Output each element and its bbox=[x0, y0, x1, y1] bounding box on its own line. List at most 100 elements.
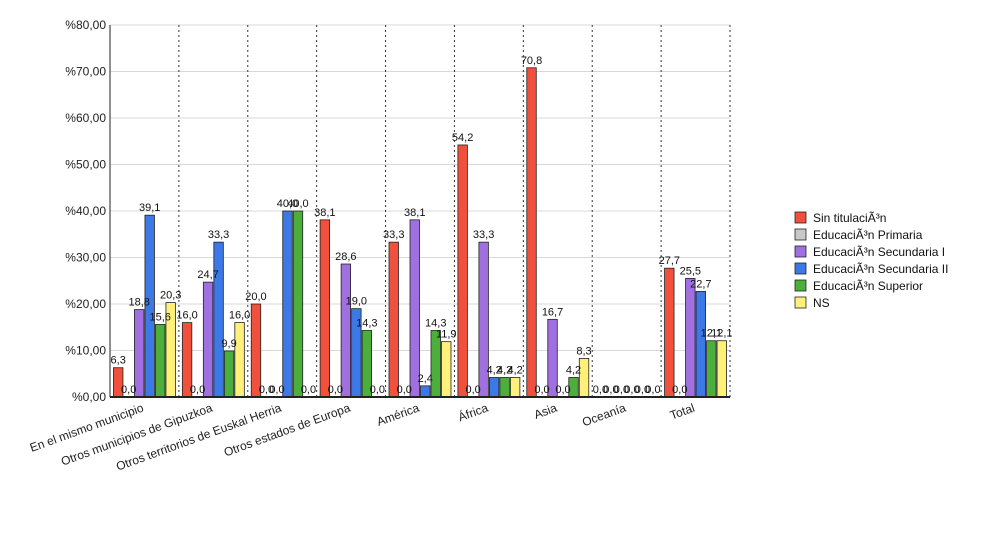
data-label: 6,3 bbox=[111, 355, 126, 367]
legend-swatch bbox=[794, 211, 807, 224]
data-label: 33,3 bbox=[208, 229, 229, 241]
bar bbox=[457, 144, 468, 398]
bar bbox=[664, 267, 675, 398]
data-label: 24,7 bbox=[197, 269, 218, 281]
bar bbox=[223, 350, 235, 398]
bar bbox=[282, 210, 293, 398]
y-tick-label: %30,00 bbox=[65, 251, 106, 265]
data-label: 14,3 bbox=[356, 318, 377, 330]
x-tick-label: Asia bbox=[532, 401, 559, 422]
data-label: 0,0 bbox=[259, 384, 274, 396]
data-labels-layer: 6,3 0,0 18,8 39,1 15,6 20,3 16,0 0,0 24,7 33,3 9,9… bbox=[111, 55, 733, 396]
y-tick-label: %60,00 bbox=[65, 111, 106, 125]
data-label: 0,0 bbox=[301, 384, 316, 396]
data-label: 22,7 bbox=[690, 278, 711, 290]
data-label: 40,0 bbox=[287, 198, 308, 210]
legend: Sin titulaciÃ³n EducaciÃ³n Primaria Educac… bbox=[794, 211, 948, 310]
data-label: 0,0 bbox=[121, 384, 136, 396]
bar bbox=[234, 322, 245, 398]
bar bbox=[685, 278, 696, 398]
legend-label: EducaciÃ³n Secundaria I bbox=[813, 245, 945, 259]
data-label: 16,0 bbox=[229, 310, 250, 322]
legend-swatch bbox=[794, 262, 807, 275]
bar bbox=[499, 377, 510, 398]
x-tick-label: Oceanía bbox=[580, 401, 628, 430]
data-label: 38,1 bbox=[314, 207, 335, 219]
bar bbox=[441, 341, 452, 398]
data-label: 15,6 bbox=[149, 311, 170, 323]
bar bbox=[340, 263, 352, 398]
y-tick-label: %80,00 bbox=[65, 18, 106, 32]
data-label: 25,5 bbox=[680, 265, 701, 277]
data-label: 8,3 bbox=[576, 345, 591, 357]
data-label: 0,0 bbox=[397, 384, 412, 396]
data-label: 0,0 bbox=[370, 384, 385, 396]
data-label: 0,0 bbox=[190, 384, 205, 396]
data-label: 0,0 bbox=[328, 384, 343, 396]
data-label: 33,3 bbox=[473, 229, 494, 241]
x-tick-label: África bbox=[456, 400, 490, 425]
data-label: 18,8 bbox=[128, 297, 149, 309]
data-label: 0,0 bbox=[534, 384, 549, 396]
data-label: 0,0 bbox=[269, 384, 284, 396]
bar bbox=[509, 377, 521, 398]
data-label: 16,7 bbox=[542, 306, 563, 318]
y-tick-label: %40,00 bbox=[65, 204, 106, 218]
data-label: 38,1 bbox=[404, 207, 425, 219]
legend-label: EducaciÃ³n Secundaria II bbox=[813, 262, 948, 276]
data-label: 0,0 bbox=[603, 384, 618, 396]
data-label: 39,1 bbox=[139, 202, 160, 214]
bar bbox=[526, 67, 537, 398]
data-label: 14,3 bbox=[425, 318, 446, 330]
x-tick-label: Otros estados de Europa bbox=[222, 401, 352, 460]
data-label: 70,8 bbox=[521, 55, 542, 67]
legend-label: EducaciÃ³n Primaria bbox=[813, 228, 923, 242]
bar bbox=[488, 377, 500, 398]
legend-swatch bbox=[794, 245, 807, 258]
data-label: 20,0 bbox=[245, 291, 266, 303]
data-label: 20,3 bbox=[160, 290, 181, 302]
bar bbox=[706, 340, 717, 398]
data-label: 4,2 bbox=[486, 364, 501, 376]
legend-swatch bbox=[794, 296, 807, 309]
axis-layer: %0,00 %10,00 %20,00 %30,00 %40,00 %50,00 %60,0… bbox=[28, 18, 730, 474]
y-tick-label: %20,00 bbox=[65, 297, 106, 311]
legend-label: EducaciÃ³n Superior bbox=[813, 279, 923, 293]
data-label: 4,2 bbox=[507, 364, 522, 376]
data-label: 33,3 bbox=[383, 229, 404, 241]
legend-label: NS bbox=[813, 296, 830, 310]
bar bbox=[388, 241, 399, 398]
bar bbox=[716, 340, 727, 398]
bar bbox=[695, 291, 706, 398]
data-label: 54,2 bbox=[452, 132, 473, 144]
data-label: 27,7 bbox=[659, 255, 680, 267]
data-label: 12,1 bbox=[711, 328, 732, 340]
bar bbox=[292, 210, 304, 398]
bar bbox=[420, 385, 431, 398]
data-label: 4,2 bbox=[566, 364, 581, 376]
data-label: 0,0 bbox=[614, 384, 629, 396]
data-label: 40,0 bbox=[277, 198, 298, 210]
x-tick-label: Total bbox=[668, 401, 697, 423]
bars-layer bbox=[113, 67, 727, 398]
data-label: 11,9 bbox=[436, 329, 457, 341]
data-label: 0,0 bbox=[672, 384, 687, 396]
bar bbox=[319, 219, 331, 398]
data-label: 0,0 bbox=[593, 384, 608, 396]
data-label: 2,4 bbox=[418, 373, 433, 385]
legend-swatch bbox=[794, 228, 807, 241]
y-tick-label: %50,00 bbox=[65, 158, 106, 172]
data-label: 28,6 bbox=[335, 251, 356, 263]
data-label: 0,0 bbox=[635, 384, 650, 396]
data-label: 0,0 bbox=[465, 384, 480, 396]
y-tick-label: %10,00 bbox=[65, 344, 106, 358]
data-label: 0,0 bbox=[555, 384, 570, 396]
bar bbox=[213, 241, 224, 398]
legend-swatch bbox=[794, 279, 807, 292]
data-label: 16,0 bbox=[176, 310, 197, 322]
data-label: 12,1 bbox=[701, 328, 722, 340]
data-label: 0,0 bbox=[645, 384, 660, 396]
x-tick-label: América bbox=[375, 401, 421, 429]
legend-label: Sin titulaciÃ³n bbox=[813, 211, 886, 225]
